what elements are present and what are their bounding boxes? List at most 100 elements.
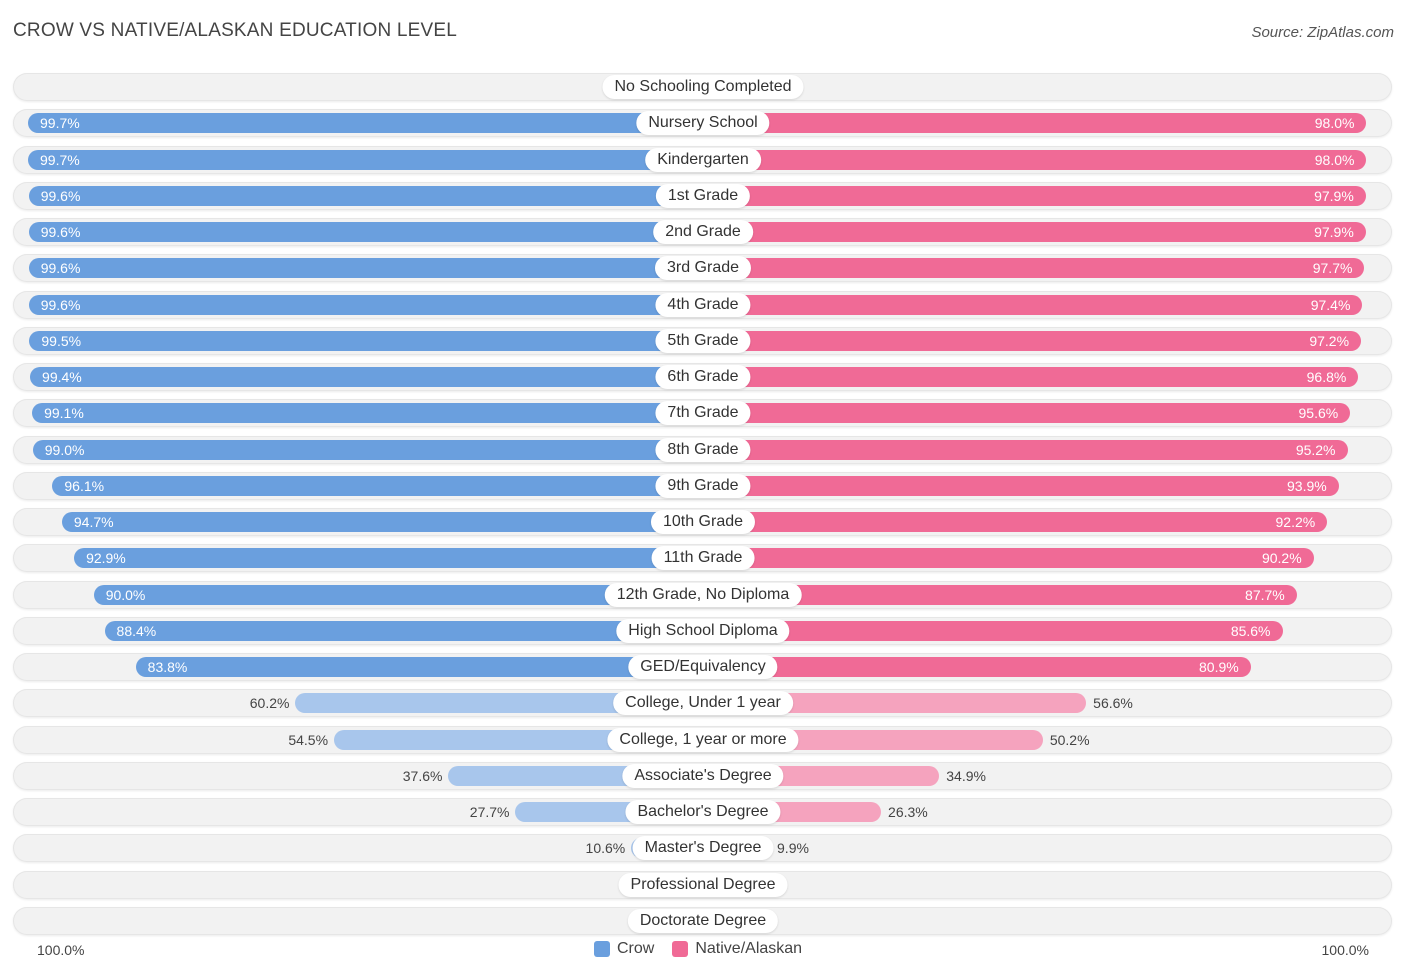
value-label-native: 97.7% (1312, 260, 1353, 277)
legend-swatch-native (672, 941, 689, 957)
bar-crow (61, 512, 703, 532)
category-label: College, 1 year or more (607, 727, 799, 752)
bar-crow (29, 330, 703, 351)
value-label-crow: 37.6% (402, 767, 443, 784)
bar-crow (52, 475, 703, 496)
category-label: 2nd Grade (653, 220, 753, 244)
value-label-crow: 83.8% (147, 659, 188, 675)
bar-native (703, 185, 1366, 206)
bar-crow (135, 657, 703, 677)
category-label: 8th Grade (655, 437, 751, 462)
category-label: Doctorate Degree (627, 908, 779, 933)
category-label: Kindergarten (645, 147, 761, 172)
bar-crow (93, 584, 703, 605)
value-label-crow: 99.0% (44, 441, 85, 458)
value-label-crow: 99.7% (40, 151, 80, 168)
bar-crow (104, 620, 703, 641)
value-label-native: 50.2% (1049, 731, 1090, 748)
chart-title: CROW VS NATIVE/ALASKAN EDUCATION LEVEL (13, 20, 457, 41)
value-label-crow: 10.6% (585, 840, 626, 857)
bar-native (703, 294, 1363, 315)
value-label-crow: 99.7% (40, 115, 80, 132)
category-label: 10th Grade (650, 510, 756, 534)
category-label: 7th Grade (655, 401, 751, 426)
value-label-native: 97.9% (1314, 224, 1354, 240)
value-label-crow: 94.7% (73, 514, 114, 530)
category-label: Nursery School (636, 111, 770, 136)
value-label-native: 92.2% (1275, 514, 1316, 530)
value-label-native: 98.0% (1314, 151, 1355, 168)
value-label-crow: 92.9% (86, 550, 126, 567)
value-label-crow: 99.6% (40, 260, 81, 277)
category-label: Associate's Degree (622, 763, 784, 788)
bar-crow (28, 258, 703, 279)
category-label: Bachelor's Degree (625, 800, 781, 824)
value-label-native: 95.2% (1295, 441, 1336, 458)
category-label: 12th Grade, No Diploma (604, 582, 802, 607)
value-label-crow: 99.5% (41, 332, 82, 349)
bar-native (703, 439, 1348, 460)
bar-native (703, 693, 1087, 714)
value-label-native: 80.9% (1199, 659, 1239, 675)
category-label: 11th Grade (651, 546, 755, 571)
value-label-crow: 99.6% (40, 296, 81, 313)
bar-crow (74, 548, 703, 569)
value-label-crow: 99.1% (44, 405, 84, 422)
bar-crow (28, 185, 703, 206)
value-label-native: 93.9% (1287, 477, 1327, 494)
category-label: 3rd Grade (654, 256, 752, 281)
category-label: 9th Grade (655, 473, 751, 498)
bar-crow (32, 439, 703, 460)
legend-label-crow: Crow (617, 940, 655, 957)
bar-native (703, 149, 1367, 170)
bar-native (703, 512, 1328, 532)
bar-native (703, 584, 1297, 605)
value-label-crow: 99.6% (40, 187, 81, 204)
category-label: 6th Grade (655, 365, 751, 389)
legend-label-native: Native/Alaskan (695, 940, 803, 957)
bar-crow (28, 294, 703, 315)
value-label-crow: 99.4% (42, 369, 82, 385)
value-label-crow: 99.6% (40, 224, 81, 240)
value-label-crow: 88.4% (116, 622, 157, 639)
category-label: 5th Grade (655, 328, 751, 353)
bar-native (703, 475, 1339, 496)
value-label-native: 56.6% (1093, 695, 1133, 712)
bar-native (703, 258, 1365, 279)
category-label: High School Diploma (616, 618, 790, 643)
value-label-crow: 54.5% (288, 731, 329, 748)
category-label: GED/Equivalency (628, 655, 778, 679)
value-label-native: 9.9% (777, 840, 809, 857)
bar-native (703, 403, 1351, 424)
value-label-crow: 90.0% (105, 586, 146, 603)
legend: Crow Native/Alaskan (594, 940, 820, 958)
category-label: No Schooling Completed (602, 75, 804, 99)
category-label: 4th Grade (655, 292, 751, 317)
category-label: Professional Degree (618, 872, 788, 897)
bar-native (703, 367, 1359, 387)
bar-crow (30, 367, 703, 387)
axis-right-label: 100.0% (1321, 942, 1369, 958)
bar-crow (28, 113, 703, 134)
legend-swatch-crow (594, 941, 610, 957)
bar-native (703, 113, 1367, 134)
value-label-crow: 96.1% (64, 477, 105, 494)
bar-crow (28, 149, 703, 170)
value-label-crow: 60.2% (249, 695, 290, 712)
source-label: Source: ZipAtlas.com (1251, 24, 1394, 41)
value-label-native: 96.8% (1306, 369, 1347, 385)
bar-native (703, 657, 1251, 677)
value-label-crow: 27.7% (469, 804, 510, 820)
value-label-native: 95.6% (1298, 405, 1339, 422)
value-label-native: 90.2% (1261, 550, 1302, 567)
legend-item-native: Native/Alaskan (672, 940, 802, 958)
value-label-native: 34.9% (946, 767, 986, 784)
axis-left-label: 100.0% (37, 942, 85, 958)
bar-crow (32, 403, 703, 424)
bar-native (703, 222, 1366, 242)
bar-native (703, 330, 1362, 351)
value-label-native: 98.0% (1314, 115, 1355, 132)
category-label: College, Under 1 year (613, 691, 793, 716)
bar-native (703, 548, 1314, 569)
